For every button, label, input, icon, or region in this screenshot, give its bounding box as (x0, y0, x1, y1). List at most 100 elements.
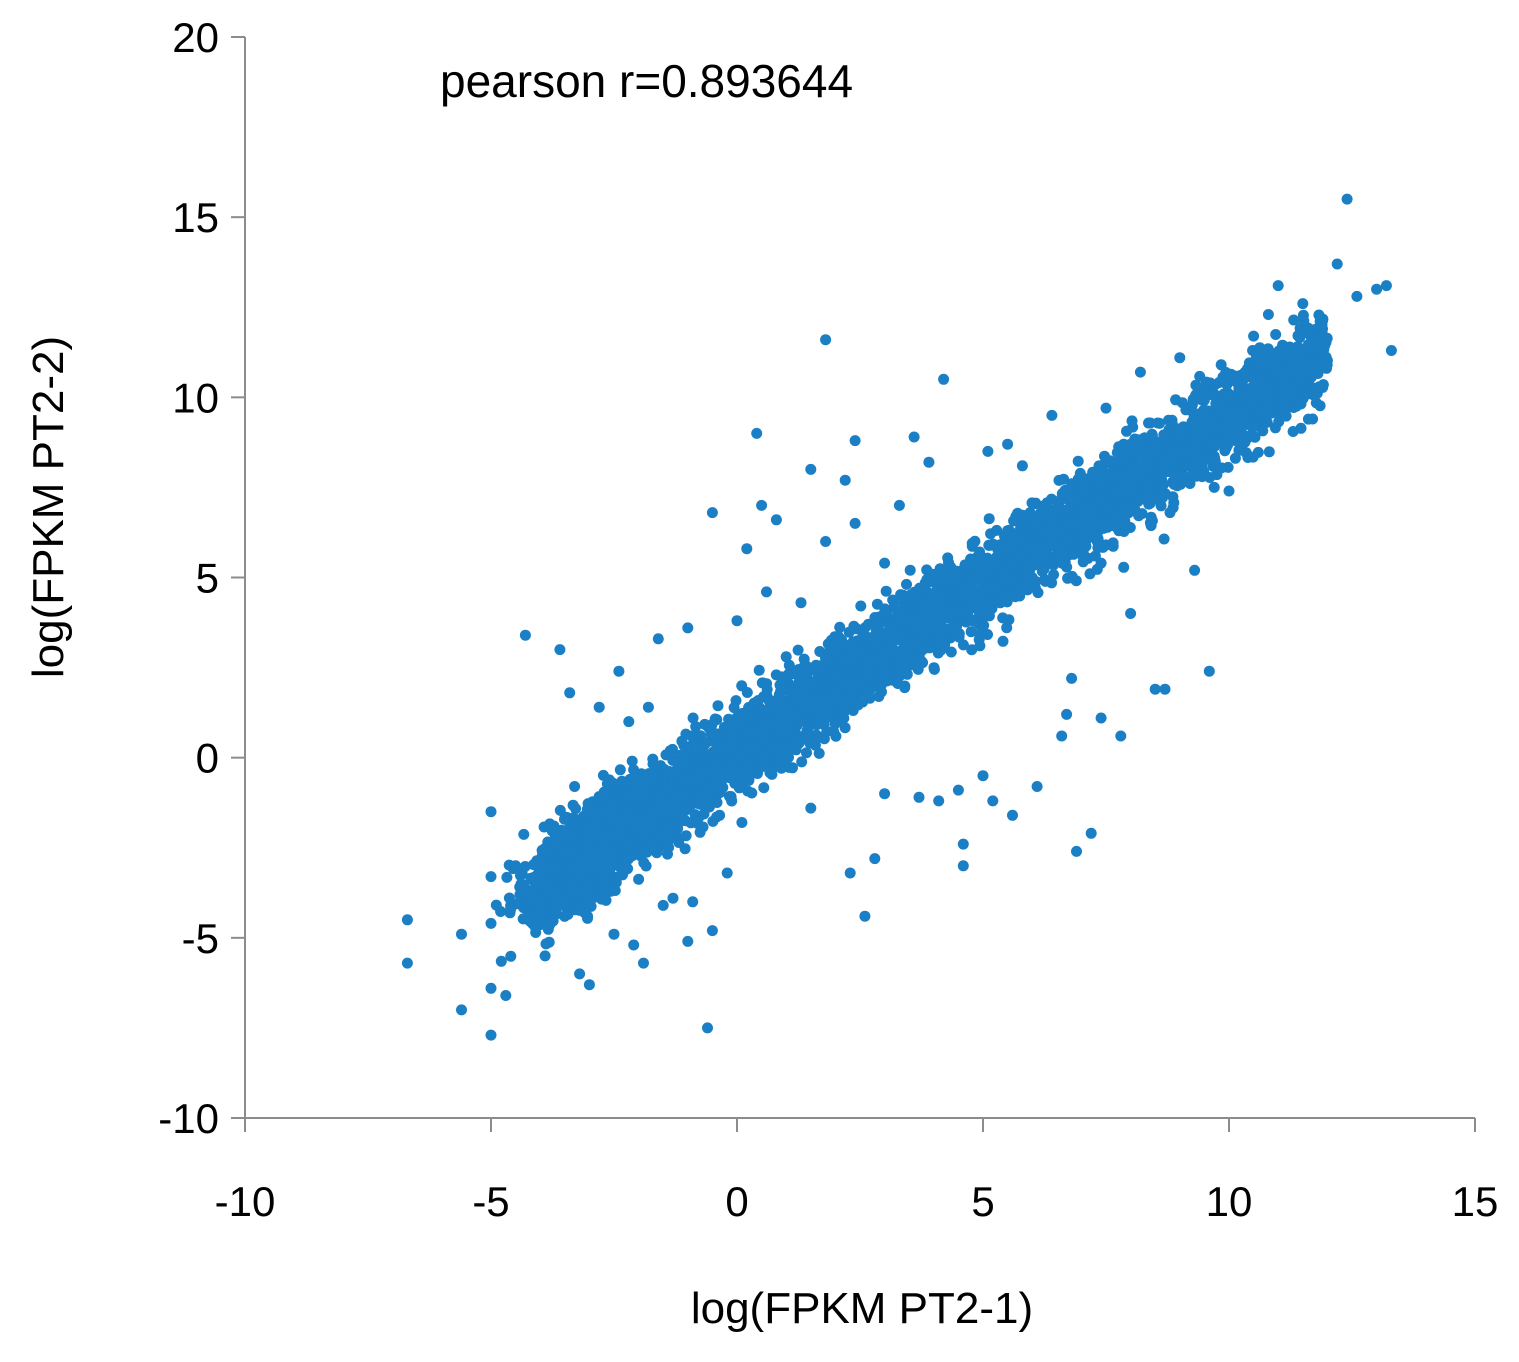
scatter-point (873, 691, 885, 702)
scatter-point (880, 585, 892, 597)
scatter-point (947, 621, 959, 633)
scatter-point (1221, 379, 1233, 391)
scatter-point (1283, 401, 1295, 413)
scatter-point (794, 686, 806, 698)
scatter-point (711, 714, 723, 726)
scatter-point (1072, 455, 1084, 467)
scatter-point (887, 594, 899, 606)
scatter-point (1143, 460, 1155, 471)
scatter-point (807, 698, 819, 709)
scatter-point (622, 793, 634, 805)
scatter-point (1269, 422, 1281, 434)
scatter-point (1126, 415, 1138, 427)
scatter-point (1187, 393, 1199, 405)
scatter-point (691, 773, 703, 785)
scatter-point (1158, 533, 1170, 545)
scatter-point (903, 592, 915, 604)
scatter-point (712, 700, 724, 712)
scatter-point (711, 811, 723, 823)
scatter-point (828, 726, 840, 738)
scatter-point (973, 634, 985, 646)
scatter-point (912, 596, 924, 608)
scatter-point (1117, 473, 1129, 485)
scatter-point (813, 747, 825, 759)
scatter-point (1220, 366, 1232, 378)
scatter-points (401, 193, 1397, 1041)
scatter-point (1144, 417, 1156, 429)
scatter-point (1230, 435, 1242, 447)
scatter-point (1121, 448, 1133, 460)
scatter-point (798, 653, 810, 665)
scatter-point (763, 703, 775, 715)
scatter-point (633, 873, 645, 885)
scatter-point (741, 687, 753, 698)
scatter-point (703, 722, 715, 734)
scatter-point (514, 881, 526, 893)
scatter-point (763, 695, 775, 707)
scatter-point (562, 908, 574, 920)
scatter-point (664, 745, 676, 757)
scatter-point (945, 582, 957, 594)
scatter-point (728, 702, 740, 714)
scatter-point (1026, 529, 1038, 541)
scatter-point (686, 730, 697, 742)
scatter-point (709, 772, 721, 784)
scatter-point (1121, 425, 1132, 437)
scatter-point (1231, 376, 1243, 388)
scatter-point (778, 683, 790, 695)
scatter-point (1294, 332, 1306, 344)
scatter-point (687, 712, 699, 724)
scatter-point (619, 778, 631, 790)
scatter-point (955, 567, 967, 579)
scatter-point (864, 692, 876, 704)
scatter-point (917, 612, 929, 624)
scatter-point (738, 730, 750, 742)
scatter-point (796, 756, 808, 768)
scatter-point (1222, 439, 1233, 451)
scatter-point (1146, 428, 1158, 440)
scatter-point (1277, 343, 1289, 355)
scatter-point (966, 644, 978, 656)
scatter-point (1278, 410, 1290, 422)
scatter-point (1143, 498, 1155, 510)
scatter-point (647, 758, 659, 770)
scatter-point (505, 950, 517, 962)
scatter-point (969, 535, 981, 547)
scatter-point (924, 642, 936, 654)
scatter-point (661, 819, 673, 831)
scatter-point (1144, 517, 1156, 529)
scatter-point (1155, 500, 1167, 512)
scatter-point (660, 795, 672, 807)
scatter-point (1091, 536, 1103, 548)
scatter-point (1295, 422, 1307, 434)
scatter-point (521, 911, 533, 923)
scatter-point (519, 861, 531, 872)
scatter-point (1118, 561, 1130, 573)
scatter-point (983, 513, 995, 525)
scatter-point (801, 729, 813, 741)
scatter-point (981, 552, 993, 564)
scatter-point (1310, 366, 1322, 378)
scatter-point (830, 686, 842, 698)
scatter-point (1020, 559, 1031, 570)
scatter-point (1297, 309, 1309, 321)
scatter-point (841, 666, 853, 678)
scatter-point (1042, 502, 1054, 514)
scatter-point (1080, 540, 1092, 552)
scatter-point (902, 638, 914, 649)
scatter-point (790, 706, 802, 717)
scatter-point (928, 663, 940, 675)
scatter-point (1085, 527, 1097, 539)
scatter-point (689, 809, 701, 821)
scatter-point (556, 874, 568, 886)
scatter-point (742, 768, 754, 780)
scatter-point (1167, 491, 1179, 503)
scatter-point (898, 616, 910, 628)
scatter-point (1038, 539, 1050, 551)
scatter-point (1196, 471, 1208, 483)
scatter-point (1001, 622, 1013, 634)
scatter-point (814, 731, 826, 743)
scatter-point (618, 865, 630, 877)
scatter-point (1156, 460, 1167, 472)
